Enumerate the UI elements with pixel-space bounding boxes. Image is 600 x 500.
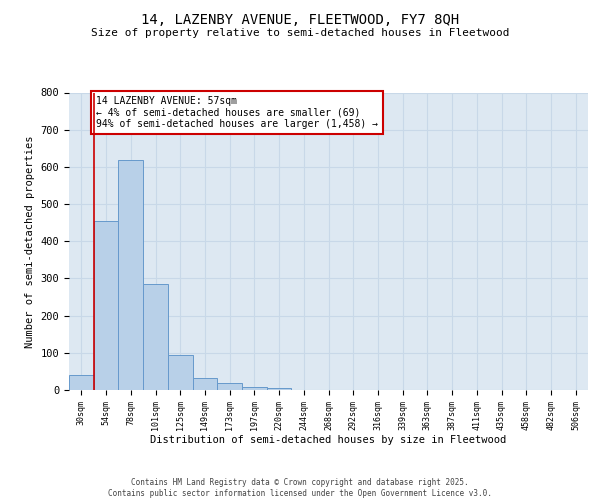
Bar <box>69 375 94 390</box>
Y-axis label: Number of semi-detached properties: Number of semi-detached properties <box>25 135 35 348</box>
Bar <box>267 388 292 390</box>
Text: Contains HM Land Registry data © Crown copyright and database right 2025.
Contai: Contains HM Land Registry data © Crown c… <box>108 478 492 498</box>
Bar <box>143 284 168 390</box>
Text: 14 LAZENBY AVENUE: 57sqm
← 4% of semi-detached houses are smaller (69)
94% of se: 14 LAZENBY AVENUE: 57sqm ← 4% of semi-de… <box>96 96 378 130</box>
Bar <box>217 384 242 390</box>
Text: 14, LAZENBY AVENUE, FLEETWOOD, FY7 8QH: 14, LAZENBY AVENUE, FLEETWOOD, FY7 8QH <box>141 12 459 26</box>
Bar <box>242 387 267 390</box>
Bar <box>118 160 143 390</box>
Bar <box>168 356 193 390</box>
X-axis label: Distribution of semi-detached houses by size in Fleetwood: Distribution of semi-detached houses by … <box>151 436 506 446</box>
Text: Size of property relative to semi-detached houses in Fleetwood: Size of property relative to semi-detach… <box>91 28 509 38</box>
Bar <box>94 221 118 390</box>
Bar <box>193 378 217 390</box>
